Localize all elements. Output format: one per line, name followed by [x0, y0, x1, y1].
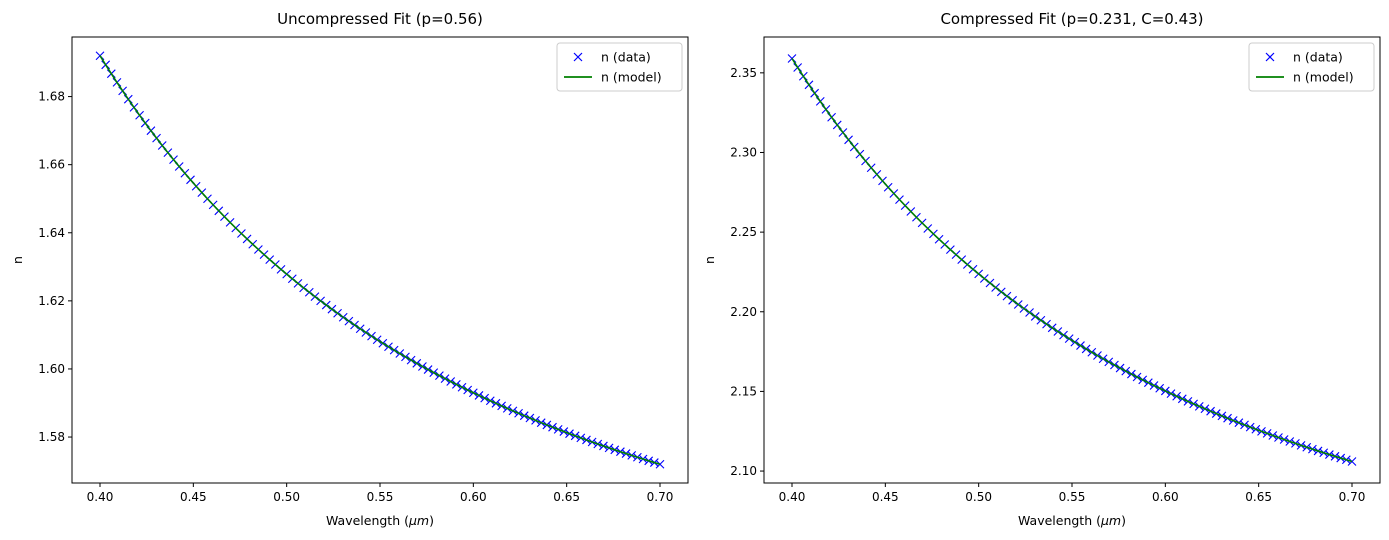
legend-marker-data: [1265, 52, 1275, 62]
x-tick-label: 0.50: [273, 490, 300, 504]
y-tick-label: 1.60: [38, 362, 65, 376]
data-markers: [787, 54, 1357, 466]
data-point: [655, 459, 665, 469]
legend-label-data: n (data): [601, 50, 651, 65]
x-tick-label: 0.65: [553, 490, 580, 504]
legend-label-model: n (model): [601, 70, 662, 85]
x-axis-label: Wavelength (μm): [326, 513, 434, 528]
legend-box: [1248, 42, 1375, 92]
chart-title: Compressed Fit (p=0.231, C=0.43): [940, 10, 1203, 28]
chart-panel-left: Uncompressed Fit (p=0.56) Wavelength (μm…: [10, 10, 689, 528]
plot-frame: [71, 36, 689, 484]
legend: n (data) n (model): [1248, 42, 1375, 92]
x-tick-label: 0.50: [965, 490, 992, 504]
y-tick-label: 1.62: [38, 294, 65, 308]
legend-label-model: n (model): [1293, 70, 1354, 85]
y-tick-label: 1.58: [38, 430, 65, 444]
y-tick-label: 1.64: [38, 226, 65, 240]
y-tick-label: 2.30: [730, 145, 757, 159]
data-point: [95, 51, 105, 61]
plot-frame: [763, 36, 1381, 484]
model-line: [99, 55, 661, 466]
x-tick-label: 0.60: [1152, 490, 1179, 504]
model-line: [791, 58, 1353, 463]
x-tick-label: 0.40: [779, 490, 806, 504]
x-tick-label: 0.45: [180, 490, 207, 504]
x-tick-label: 0.40: [87, 490, 114, 504]
y-axis-label: n: [10, 256, 25, 264]
x-tick-label: 0.70: [1339, 490, 1366, 504]
legend-marker-data: [573, 52, 583, 62]
y-tick-label: 2.20: [730, 305, 757, 319]
y-tick-label: 2.25: [730, 225, 757, 239]
x-tick-label: 0.70: [647, 490, 674, 504]
chart-panel-right: Compressed Fit (p=0.231, C=0.43) Wavelen…: [702, 10, 1381, 528]
x-tick-label: 0.55: [367, 490, 394, 504]
y-tick-label: 2.15: [730, 384, 757, 398]
legend: n (data) n (model): [556, 42, 683, 92]
y-axis-label: n: [702, 256, 717, 264]
y-tick-label: 2.10: [730, 464, 757, 478]
legend-label-data: n (data): [1293, 50, 1343, 65]
x-axis-label: Wavelength (μm): [1018, 513, 1126, 528]
x-tick-label: 0.45: [872, 490, 899, 504]
y-tick-label: 1.66: [38, 158, 65, 172]
chart-title: Uncompressed Fit (p=0.56): [277, 10, 483, 28]
legend-box: [556, 42, 683, 92]
y-tick-label: 2.35: [730, 66, 757, 80]
y-tick-label: 1.68: [38, 90, 65, 104]
x-tick-label: 0.60: [460, 490, 487, 504]
data-markers: [95, 51, 665, 469]
x-tick-label: 0.55: [1059, 490, 1086, 504]
x-tick-label: 0.65: [1245, 490, 1272, 504]
